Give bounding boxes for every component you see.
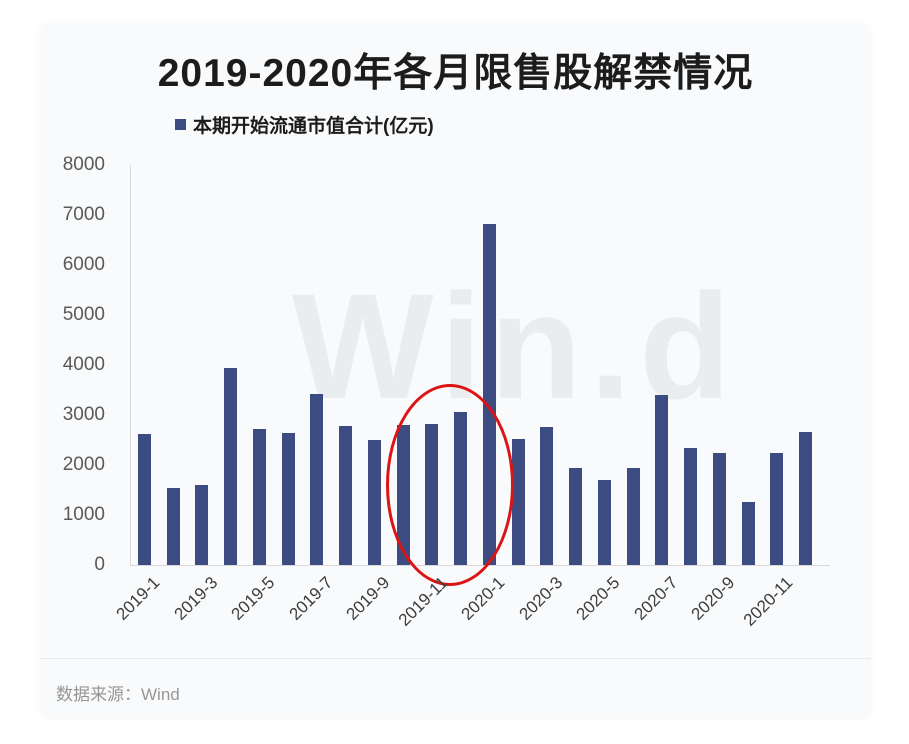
bar-slot [763,165,792,565]
chart-title: 2019-2020年各月限售股解禁情况 [157,52,754,95]
y-tick-label: 7000 [62,204,105,225]
legend-label: 本期开始流通市值合计(亿元) [193,116,434,137]
x-tick-label: 2020-5 [572,573,624,624]
y-axis-line [130,165,131,565]
bar-slot [331,165,360,565]
legend-square-icon [175,119,186,130]
footer-divider [40,658,871,659]
x-tick-label: 2019-3 [170,573,222,624]
bar-2019-4 [224,367,238,565]
x-tick-label: 2019-7 [285,573,337,624]
y-tick-label: 6000 [62,254,105,275]
annotation-ellipse [386,384,514,586]
y-axis-labels: 0 1000 2000 3000 4000 5000 6000 7000 8000 [40,154,105,575]
bar-slot [130,165,159,565]
bar-slot [360,165,389,565]
bar-2019-3 [195,485,209,565]
x-tick-label: 2020-9 [687,573,739,624]
data-source-label: 数据来源：Wind [56,685,180,704]
bar-slot [590,165,619,565]
bar-slot [561,165,590,565]
x-tick-label: 2019-1 [112,573,164,624]
bar-2019-8 [339,426,353,565]
bar-slot [648,165,677,565]
x-tick-label: 2019-9 [342,573,394,624]
bar-2020-2 [511,439,525,565]
x-axis-labels: 2019-1 2019-3 2019-5 2019-7 2019-9 2019-11 202… [113,573,820,663]
bar-2019-6 [281,432,295,565]
bar-slot [303,165,332,565]
chart-card: 2019-2020年各月限售股解禁情况 本期开始流通市值合计(亿元) Win.d… [40,22,871,716]
bar-2020-11 [770,453,784,565]
y-tick-label: 1000 [62,504,105,525]
bar-slot [676,165,705,565]
bar-slot [734,165,763,565]
bar-slot [216,165,245,565]
bar-slot [791,165,820,565]
x-tick-label: 2020-7 [630,573,682,624]
y-tick-label: 8000 [62,154,105,175]
bar-2020-5 [597,480,611,565]
y-tick-label: 0 [94,554,105,575]
y-tick-label: 3000 [62,404,105,425]
x-tick-label: 2020-3 [515,573,567,624]
bar-2020-7 [655,395,669,565]
x-tick-label: 2020-1 [457,573,509,624]
legend: 本期开始流通市值合计(亿元) [175,111,434,138]
bar-2019-7 [310,394,324,565]
bar-slot [159,165,188,565]
bar-slot [619,165,648,565]
bar-slot [504,165,533,565]
y-tick-label: 5000 [62,304,105,325]
y-tick-label: 2000 [62,454,105,475]
y-tick-label: 4000 [62,354,105,375]
bar-slot [705,165,734,565]
bar-2020-8 [684,447,698,565]
bar-2019-5 [252,428,266,565]
bar-slot [245,165,274,565]
bar-slot [274,165,303,565]
x-tick-label: 2019-5 [227,573,279,624]
x-tick-label: 2019-11 [394,573,452,630]
bar-slot [533,165,562,565]
bar-2019-1 [137,434,151,565]
bar-2020-12 [799,432,813,565]
bar-2019-2 [166,487,180,565]
bar-2020-4 [569,467,583,565]
bar-2020-9 [712,452,726,565]
bar-slot [188,165,217,565]
bar-2020-6 [626,468,640,565]
bar-2020-3 [540,426,554,565]
bar-2019-9 [367,439,381,565]
x-tick-label: 2020-11 [739,573,797,630]
bar-2020-10 [741,502,755,565]
